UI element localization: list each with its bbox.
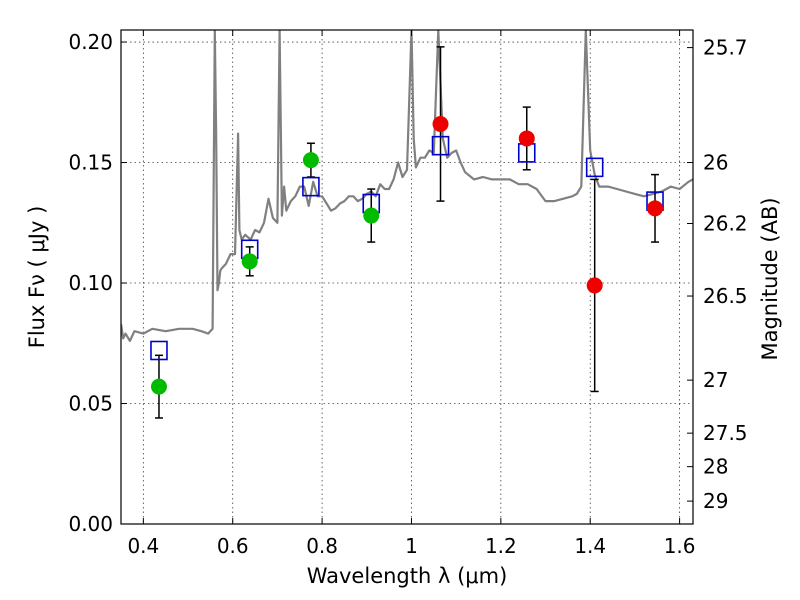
y-tick-label: 0.00 xyxy=(68,512,113,536)
right-tick-label: 25.7 xyxy=(703,36,748,60)
x-tick-label: 1.4 xyxy=(574,534,606,558)
observed-flux-point xyxy=(302,152,319,169)
observed-flux-point xyxy=(432,115,449,132)
y-tick-label: 0.05 xyxy=(68,392,113,416)
y-tick-label: 0.15 xyxy=(68,151,113,175)
spectrum-layer xyxy=(121,30,693,342)
model-square-point xyxy=(431,135,450,156)
right-tick-label: 27.5 xyxy=(703,421,748,445)
model-square-point xyxy=(585,157,604,178)
model-square-point xyxy=(150,340,168,361)
observed-flux-point xyxy=(518,130,535,147)
observed-flux-point xyxy=(647,200,664,217)
right-tick-label: 27 xyxy=(703,368,728,392)
right-tick-label: 28 xyxy=(703,455,728,479)
right-tick-label: 26.5 xyxy=(703,284,748,308)
x-tick-label: 0.4 xyxy=(127,534,159,558)
observed-flux-point xyxy=(363,207,380,224)
model-square-point xyxy=(302,176,320,197)
x-tick-label: 0.8 xyxy=(306,534,338,558)
right-axis-label: Magnitude (AB) xyxy=(758,197,782,360)
x-axis-label: Wavelength λ (μm) xyxy=(307,564,508,588)
observed-flux-point xyxy=(241,253,258,270)
right-tick-label: 29 xyxy=(703,489,728,513)
y-axis-label: Flux Fν ( μJy ) xyxy=(25,206,49,349)
observed-flux-point xyxy=(586,277,603,294)
x-tick-label: 1 xyxy=(405,534,418,558)
right-tick-label: 26 xyxy=(703,151,728,175)
x-tick-label: 0.6 xyxy=(217,534,249,558)
x-tick-label: 1.6 xyxy=(664,534,696,558)
ticks: 0.4 0.6 0.8 1 1.2 1.4 1.6 0.00 0.05 0.10 0.15 0.20 2… xyxy=(68,30,748,558)
right-tick-label: 26.2 xyxy=(703,212,748,236)
y-tick-label: 0.10 xyxy=(68,271,113,295)
x-tick-label: 1.2 xyxy=(485,534,517,558)
spectrum-line xyxy=(121,30,693,342)
points-layer xyxy=(150,46,664,419)
y-tick-label: 0.20 xyxy=(68,30,113,54)
observed-flux-point xyxy=(150,378,167,395)
plot-frame xyxy=(120,29,694,525)
